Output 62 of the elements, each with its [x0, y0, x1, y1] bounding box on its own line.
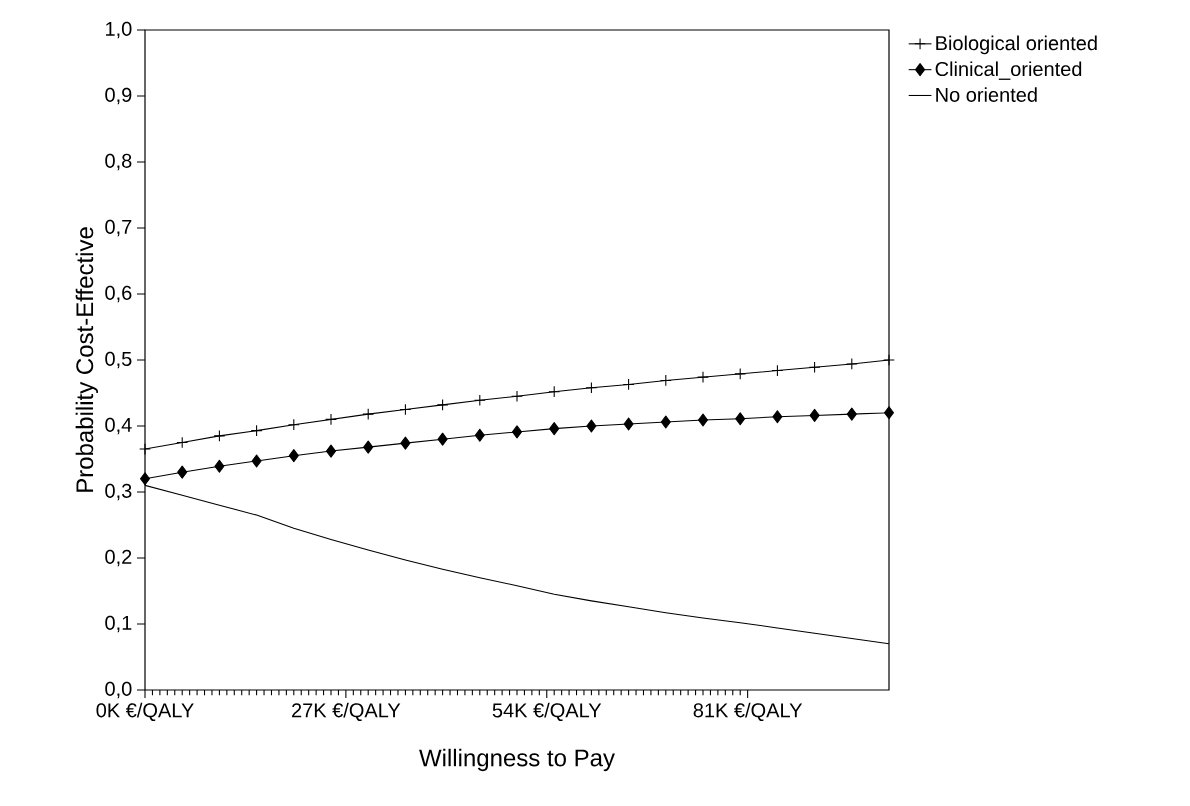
point	[771, 364, 784, 377]
point	[697, 371, 709, 384]
point	[586, 419, 597, 433]
point	[511, 425, 523, 439]
point	[214, 459, 225, 473]
point	[809, 408, 820, 422]
point	[846, 407, 857, 421]
point	[363, 440, 374, 454]
point	[585, 381, 598, 394]
y-tick-label: 0,7	[105, 219, 132, 237]
point	[325, 444, 337, 458]
y-tick-label: 0,5	[105, 351, 132, 369]
point	[883, 406, 895, 420]
point	[251, 454, 262, 468]
point	[139, 472, 151, 486]
point	[735, 412, 746, 426]
legend-label: No oriented	[936, 87, 1037, 102]
point	[772, 410, 783, 424]
point	[437, 432, 448, 446]
point	[176, 436, 189, 449]
point	[548, 385, 561, 398]
point	[845, 358, 858, 370]
y-tick-label: 0,2	[105, 549, 132, 567]
y-tick-label: 0,1	[105, 615, 132, 633]
point	[250, 424, 263, 437]
point	[808, 361, 821, 374]
point	[549, 422, 560, 436]
y-tick-label: 1,0	[106, 21, 132, 39]
point	[473, 394, 486, 407]
x-axis-title: Willingness to Pay	[419, 748, 615, 772]
y-tick-label: 0,0	[105, 681, 132, 699]
y-tick-label: 0,8	[105, 153, 132, 171]
y-tick-label: 0,4	[105, 417, 132, 435]
point	[436, 398, 449, 411]
point	[177, 465, 188, 479]
y-tick-label: 0,6	[105, 285, 132, 303]
point	[474, 428, 485, 442]
y-tick-label: 0,9	[105, 87, 132, 105]
point	[734, 367, 747, 380]
x-tick-label: 0K €/QALY	[96, 702, 194, 721]
point	[287, 418, 300, 431]
point	[623, 417, 634, 431]
point	[213, 430, 226, 442]
x-tick-label: 54K €/QALY	[492, 702, 602, 721]
point	[325, 413, 337, 426]
point	[362, 408, 375, 420]
legend-label: Clinical_oriented	[935, 61, 1082, 80]
point	[288, 449, 299, 463]
legend-label: Biological oriented	[936, 35, 1097, 55]
point	[400, 436, 411, 450]
point	[883, 354, 895, 366]
y-tick-label: 0,3	[105, 483, 132, 501]
x-tick-label: 81K €/QALY	[693, 702, 803, 721]
point	[660, 415, 671, 429]
point	[659, 374, 672, 387]
point	[139, 443, 151, 455]
point	[399, 403, 412, 416]
point	[511, 390, 523, 403]
point	[622, 378, 635, 391]
y-axis-title: Probability Cost-Effective	[75, 227, 98, 492]
x-tick-label: 27K €/QALY	[292, 702, 401, 721]
point	[697, 413, 709, 427]
